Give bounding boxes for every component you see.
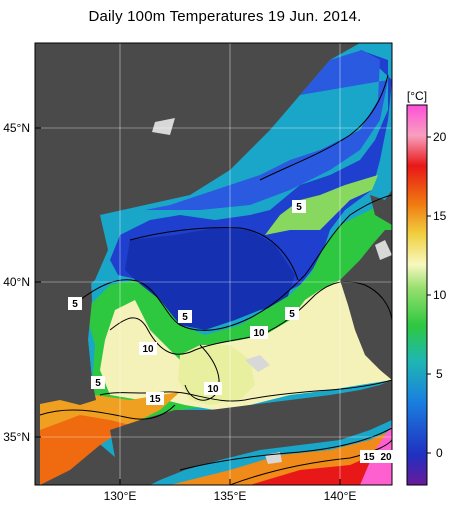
hokkaido <box>370 190 392 225</box>
lat-label-40: 40°N <box>3 275 30 289</box>
contour-label: 5 <box>296 202 302 213</box>
warm-coastal-yellow-2 <box>178 345 255 405</box>
cold-core <box>125 228 295 330</box>
warm-coastal-yellow <box>100 280 392 410</box>
lon-label-135: 135°E <box>214 489 247 503</box>
colorbar-tick-5: 5 <box>436 367 443 381</box>
colorbar-tick-0: 0 <box>436 446 443 460</box>
colorbar <box>406 104 428 486</box>
map-frame <box>34 42 393 486</box>
contour-label: 20 <box>380 452 392 463</box>
colorbar-tick-20: 20 <box>433 130 447 144</box>
korea-land <box>35 235 96 405</box>
contour-label: 5 <box>72 299 78 310</box>
contour-label: 15 <box>363 452 375 463</box>
warm-band-green-2 <box>265 175 378 235</box>
kuroshio-red <box>250 440 392 485</box>
colorbar-ticks <box>427 136 431 454</box>
contour-label: 10 <box>253 328 265 339</box>
mask-patch <box>375 240 392 260</box>
contour-label: 5 <box>95 378 101 389</box>
lon-label-140: 140°E <box>324 489 357 503</box>
grid-lines <box>35 43 392 485</box>
map-title: Daily 100m Temperatures 19 Jun. 2014. <box>88 8 362 25</box>
contour-label: 5 <box>182 312 188 323</box>
cold-region-2 <box>145 50 388 210</box>
contour-label: 10 <box>207 384 219 395</box>
contour-label: 5 <box>289 309 295 320</box>
contour-label: 10 <box>142 344 154 355</box>
lat-label-35: 35°N <box>3 430 30 444</box>
lat-label-45: 45°N <box>3 121 30 135</box>
colorbar-tick-10: 10 <box>433 288 447 302</box>
japan-land <box>110 380 392 485</box>
mask-patch <box>392 118 402 135</box>
colorbar-tick-15: 15 <box>433 209 447 223</box>
colorbar-unit: [°C] <box>407 89 427 103</box>
warm-current-red <box>40 415 130 485</box>
mask-patch <box>152 118 175 135</box>
axis-ticks <box>35 127 341 485</box>
mask-patch <box>245 355 270 372</box>
contour-value-labels: 5 5 5 5 10 10 10 5 15 15 20 10 <box>68 200 395 463</box>
contour-label: 15 <box>149 394 161 405</box>
honshu-north <box>340 230 392 380</box>
lon-label-130: 130°E <box>104 489 137 503</box>
